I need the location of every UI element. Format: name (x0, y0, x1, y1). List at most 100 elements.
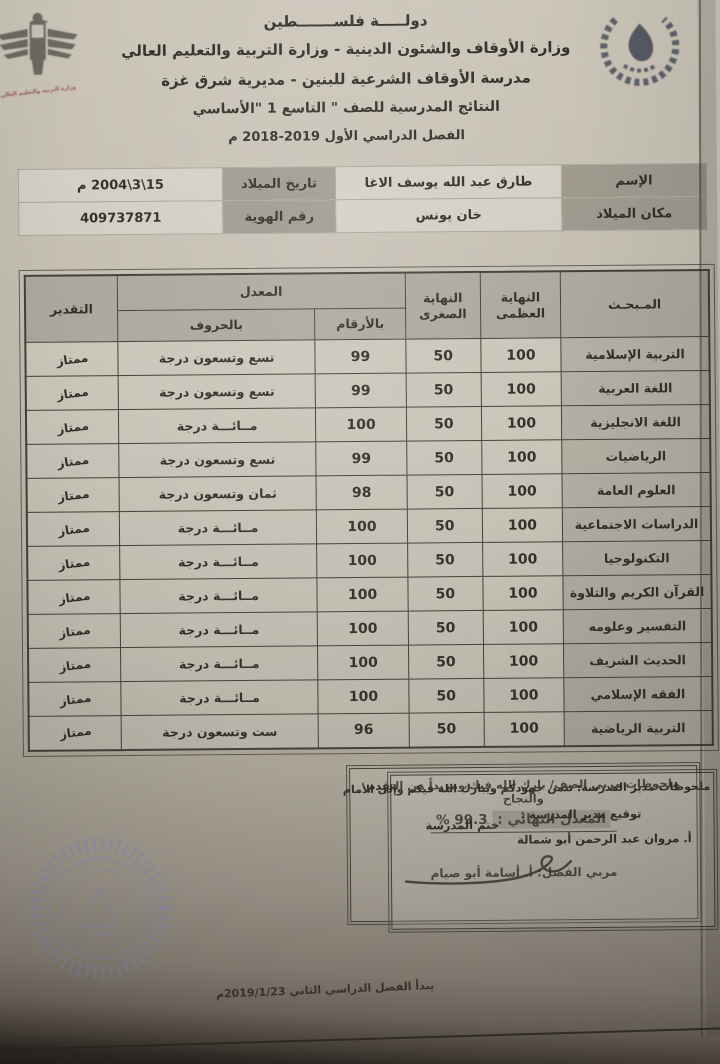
eagle-emblem: وزارة التربية والتعليم العالي (0, 6, 88, 99)
grades-header: المـبحـث النهاية العظمى النهاية الصغرى ا… (24, 269, 710, 343)
max-text: 100 (508, 584, 538, 602)
score-number-cell: 99 (315, 373, 407, 408)
score-number-cell: 99 (315, 339, 406, 374)
min-mark-cell: 50 (406, 406, 482, 442)
score-text: 99 (350, 382, 371, 399)
min-mark-cell: 50 (406, 440, 482, 476)
eagle-emblem-icon (0, 12, 78, 75)
score-words-cell: مــائـــة درجة (119, 509, 318, 546)
subject-cell: التربية الإسلامية (560, 336, 710, 372)
subject-header: المـبحـث (560, 269, 710, 338)
min-text: 50 (434, 449, 454, 466)
score-text: 99 (350, 348, 371, 365)
min-text: 50 (433, 381, 454, 398)
max-mark-cell: 100 (482, 541, 563, 577)
max-header: النهاية العظمى (480, 271, 561, 339)
subject-text: التربية الرياضية (590, 719, 686, 736)
in-letters-header: بالحروف (117, 308, 316, 342)
rating-cell: ممتاز (27, 545, 120, 581)
score-words-cell: مــائـــة درجة (120, 645, 319, 682)
max-text: 100 (508, 618, 538, 636)
min-mark-cell: 50 (405, 338, 481, 374)
school-stamp-icon (28, 837, 171, 980)
rating-text: ممتاز (55, 383, 89, 403)
rating-text: ممتاز (56, 519, 91, 539)
max-text: 100 (508, 550, 538, 568)
subject-cell: الدراسات الاجتماعية (562, 506, 712, 542)
subject-cell: الرياضيات (561, 438, 711, 474)
score-text: 100 (347, 518, 377, 535)
words-text: مــائـــة درجة (176, 417, 258, 434)
score-words-cell: مــائـــة درجة (120, 679, 319, 716)
stamp-label: ختم المدرسة (425, 817, 500, 833)
words-text: مــائـــة درجة (178, 587, 260, 604)
max-mark-cell: 100 (482, 575, 564, 611)
dob-value: 15\3\2004 م (18, 167, 223, 203)
max-text: 100 (506, 414, 537, 432)
subject-text: الحديث الشريف (589, 652, 687, 669)
subject-text: اللغة الانجليزية (590, 414, 681, 430)
principal-remarks-box: ملحوظات مدير المدرسة: نثمن جهودكم ويبارك… (343, 768, 719, 933)
subject-cell: القرآن الكريم والتلاوة (562, 574, 712, 610)
country-title: دولـــــة فلســـــــطين (263, 11, 428, 31)
score-number-cell: 100 (316, 509, 408, 544)
rating-cell: ممتاز (27, 579, 121, 615)
rating-cell: ممتاز (28, 647, 121, 683)
score-text: 98 (351, 484, 372, 501)
score-words-cell: مــائـــة درجة (119, 577, 318, 614)
subject-text: الدراسات الاجتماعية (574, 516, 699, 533)
subject-cell: الحديث الشريف (563, 642, 713, 678)
rating-text: ممتاز (58, 723, 92, 742)
dob-label: تاريخ الميلاد (222, 166, 336, 201)
subject-cell: التربية الرياضية (564, 710, 713, 746)
max-text: 100 (506, 346, 536, 364)
score-text: 100 (347, 552, 377, 569)
rating-cell: ممتاز (26, 511, 120, 547)
min-text: 50 (434, 483, 455, 500)
rating-cell: ممتاز (26, 443, 119, 479)
min-text: 50 (436, 687, 457, 704)
max-text: 100 (506, 380, 536, 398)
rating-text: ممتاز (56, 451, 90, 471)
score-number-cell: 100 (315, 407, 407, 442)
rating-cell: ممتاز (25, 375, 119, 411)
max-text: 100 (508, 652, 539, 670)
awqaf-wreath-logo-icon (600, 16, 680, 86)
score-words-cell: مــائـــة درجة (120, 611, 318, 648)
student-info-row: مكان الميلاد خان يونس رقم الهوية 4097378… (18, 196, 707, 236)
min-mark-cell: 50 (408, 644, 484, 680)
student-info-table: الإسم طارق عبد الله يوسف الاغا تاريخ الم… (18, 163, 708, 236)
score-words-cell: ست وتسعون درجة (120, 713, 319, 750)
subject-text: العلوم العامة (596, 482, 676, 498)
max-text: 100 (507, 448, 537, 466)
min-mark-cell: 50 (408, 712, 485, 748)
subject-cell: التكنولوجيا (562, 540, 712, 576)
signature-icon (404, 855, 573, 885)
max-mark-cell: 100 (481, 405, 562, 441)
words-text: مــائـــة درجة (177, 519, 259, 536)
score-text: 100 (348, 620, 378, 637)
subject-text: الفقه الإسلامي (590, 686, 686, 702)
min-text: 50 (436, 653, 456, 670)
in-numbers-header: بالأرقام (314, 308, 406, 340)
score-number-cell: 96 (318, 713, 410, 748)
subject-text: الرياضيات (605, 448, 667, 464)
score-number-cell: 100 (317, 577, 408, 612)
rating-cell: ممتاز (28, 681, 121, 717)
rating-text: ممتاز (55, 349, 89, 369)
min-text: 50 (434, 517, 455, 534)
score-number-cell: 98 (316, 475, 407, 510)
rating-text: ممتاز (56, 553, 91, 573)
words-text: تسع وتسعون درجة (159, 383, 275, 400)
score-number-cell: 100 (317, 543, 408, 578)
min-mark-cell: 50 (406, 474, 483, 510)
rating-header: التقدير (24, 275, 118, 343)
max-mark-cell: 100 (483, 677, 565, 713)
grades-table: المـبحـث النهاية العظمى النهاية الصغرى ا… (18, 263, 719, 757)
subject-text: اللغة العربية (598, 380, 673, 396)
max-text: 100 (509, 686, 539, 704)
rating-text: ممتاز (57, 655, 92, 675)
subject-text: القرآن الكريم والتلاوة (569, 583, 705, 601)
